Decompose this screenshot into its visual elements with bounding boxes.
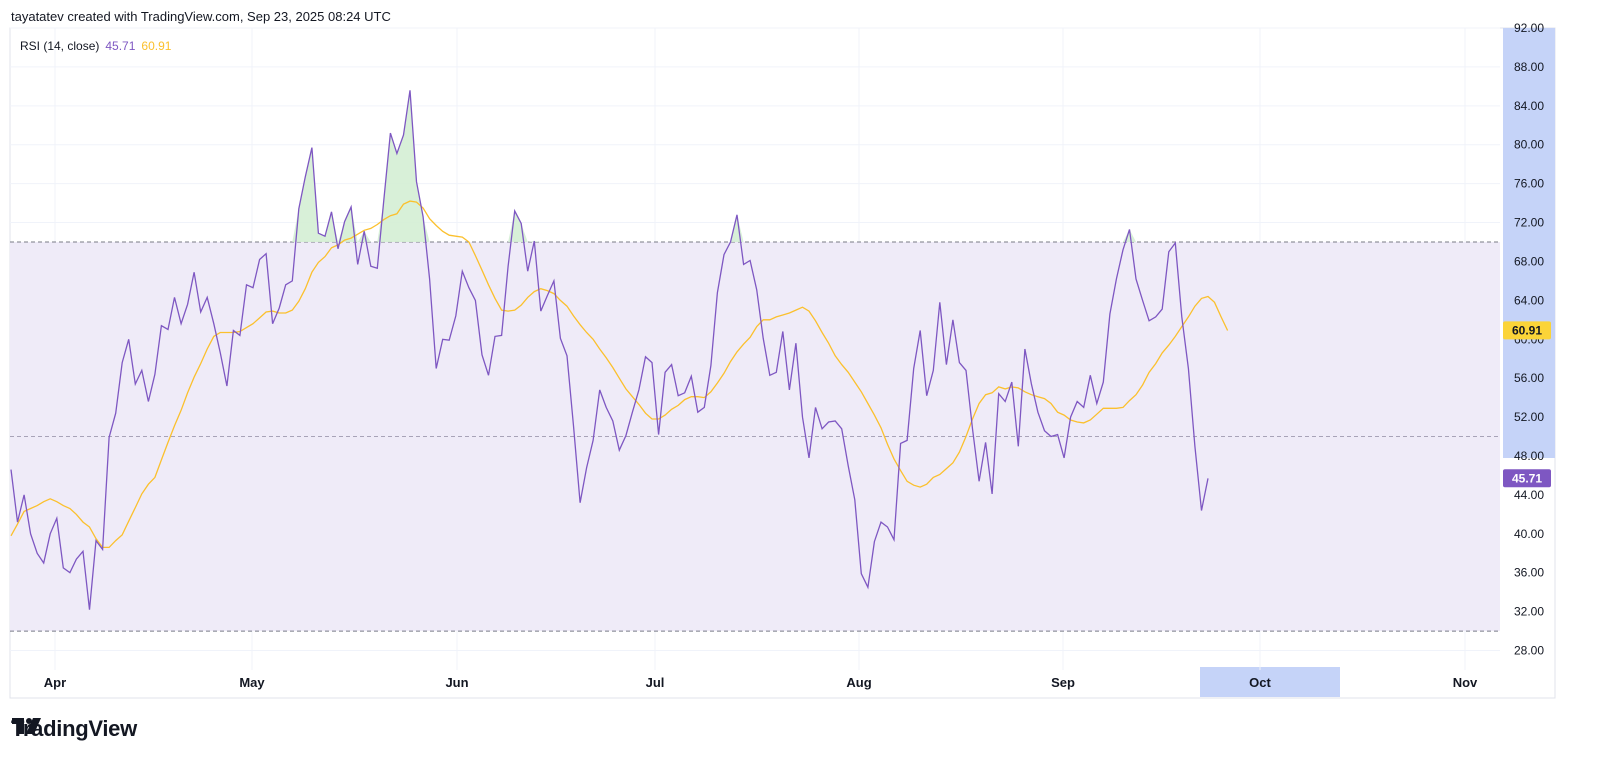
overbought-fill xyxy=(357,231,371,242)
y-tick-label: 40.00 xyxy=(1514,527,1544,541)
y-tick-label: 44.00 xyxy=(1514,488,1544,502)
attribution-text: tayatatev created with TradingView.com, … xyxy=(11,9,391,24)
x-tick-label: May xyxy=(239,675,265,690)
legend-label: RSI (14, close) xyxy=(20,39,100,53)
rsi-chart-svg[interactable]: 92.00 88.00 84.00 80.00 76.00 72.00 68.00 64.00… xyxy=(9,21,1590,712)
y-tick-label: 88.00 xyxy=(1514,60,1544,74)
y-tick-label: 68.00 xyxy=(1514,254,1544,268)
x-tick-label: Nov xyxy=(1453,675,1478,690)
y-tick-label: 56.00 xyxy=(1514,371,1544,385)
chart-legend[interactable]: RSI (14, close) 45.71 60.91 xyxy=(20,39,171,53)
price-axis-highlight xyxy=(1503,28,1555,458)
y-tick-label: 84.00 xyxy=(1514,99,1544,113)
footer-branding: TradingView xyxy=(11,716,137,742)
overbought-fill xyxy=(377,90,430,242)
rsi-last-value-badge xyxy=(1503,469,1551,488)
y-tick-label: 36.00 xyxy=(1514,566,1544,580)
time-axis-highlight xyxy=(1200,667,1340,697)
ma-last-value-badge-text: 60.91 xyxy=(1512,323,1542,337)
x-tick-label: Sep xyxy=(1051,675,1075,690)
y-tick-label: 48.00 xyxy=(1514,449,1544,463)
rsi-ma-line xyxy=(10,200,1229,549)
y-tick-label: 92.00 xyxy=(1514,21,1544,35)
y-tick-label: 80.00 xyxy=(1514,138,1544,152)
y-tick-label: 72.00 xyxy=(1514,216,1544,230)
rsi-chart[interactable]: 92.00 88.00 84.00 80.00 76.00 72.00 68.00 64.00… xyxy=(9,21,1590,712)
x-tick-label: Apr xyxy=(44,675,66,690)
y-tick-label: 76.00 xyxy=(1514,177,1544,191)
x-tick-label: Jul xyxy=(646,675,665,690)
x-tick-label: Aug xyxy=(846,675,871,690)
y-tick-label: 52.00 xyxy=(1514,410,1544,424)
tradingview-logo-icon xyxy=(12,718,41,734)
overbought-fill xyxy=(338,206,358,242)
ma-last-value-badge xyxy=(1503,321,1551,340)
y-tick-label: 28.00 xyxy=(1514,644,1544,658)
y-tick-label: 64.00 xyxy=(1514,293,1544,307)
legend-rsi-value: 45.71 xyxy=(105,39,136,53)
rsi-line xyxy=(10,90,1209,610)
y-tick-label: 32.00 xyxy=(1514,605,1544,619)
legend-ma-value: 60.91 xyxy=(141,39,172,53)
x-tick-label: Jun xyxy=(445,675,468,690)
x-tick-label: Oct xyxy=(1249,675,1271,690)
rsi-last-value-badge-text: 45.71 xyxy=(1512,471,1542,485)
